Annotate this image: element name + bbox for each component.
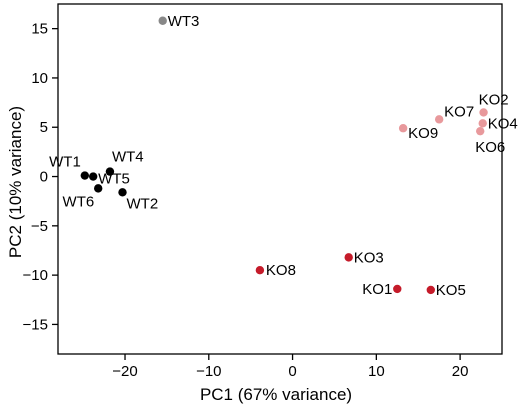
point-label-ko1: KO1 <box>362 281 392 298</box>
data-point-wt3 <box>158 16 167 25</box>
data-point-ko9 <box>398 124 408 133</box>
y-tick-label: 10 <box>31 70 48 87</box>
data-point-ko7 <box>434 115 444 124</box>
data-point-wt6 <box>94 184 103 193</box>
x-tick-label: 20 <box>452 363 469 380</box>
y-axis-title: PC2 (10% variance) <box>6 106 25 258</box>
point-label-wt3: WT3 <box>168 13 200 30</box>
point-label-ko9: KO9 <box>408 125 438 142</box>
x-tick-label: −20 <box>112 363 137 380</box>
point-label-ko2: KO2 <box>479 91 509 108</box>
y-tick-label: −5 <box>31 218 48 235</box>
data-point-wt2 <box>118 188 127 197</box>
y-tick-label: −10 <box>23 267 48 284</box>
data-point-ko2 <box>479 108 488 117</box>
data-point-wt4 <box>105 167 115 176</box>
data-points <box>80 16 488 295</box>
axes <box>57 3 503 355</box>
x-tick-label: 0 <box>288 363 296 380</box>
point-label-wt4: WT4 <box>112 149 144 166</box>
point-label-wt5: WT5 <box>98 171 130 188</box>
point-label-wt6: WT6 <box>63 193 95 210</box>
plot-frame <box>57 3 503 355</box>
data-point-ko3 <box>344 253 353 262</box>
tick-marks: −20 −10 0 10 20 −15 −10 −5 0 5 10 15 <box>23 21 469 380</box>
x-tick-label: 10 <box>368 363 385 380</box>
data-point-ko6 <box>476 126 485 136</box>
y-tick-label: 15 <box>31 21 48 38</box>
data-point-ko1 <box>393 284 402 294</box>
point-label-ko8: KO8 <box>266 262 296 279</box>
y-tick-label: 0 <box>40 169 48 186</box>
point-label-ko5: KO5 <box>436 282 466 299</box>
point-label-ko6: KO6 <box>475 139 505 156</box>
point-label-ko3: KO3 <box>354 249 384 266</box>
x-axis-title: PC1 (67% variance) <box>200 385 352 404</box>
point-label-wt2: WT2 <box>127 195 159 212</box>
data-point-ko4 <box>478 119 487 128</box>
data-point-ko5 <box>426 285 435 295</box>
point-label-wt1: WT1 <box>49 154 81 171</box>
point-label-ko4: KO4 <box>488 115 518 132</box>
point-label-ko7: KO7 <box>444 103 474 120</box>
y-tick-label: 5 <box>40 119 48 136</box>
data-point-wt1 <box>80 171 90 180</box>
data-point-ko8 <box>255 265 265 275</box>
data-point-wt5 <box>88 172 98 181</box>
x-tick-label: −10 <box>196 363 221 380</box>
y-tick-label: −15 <box>23 316 48 333</box>
